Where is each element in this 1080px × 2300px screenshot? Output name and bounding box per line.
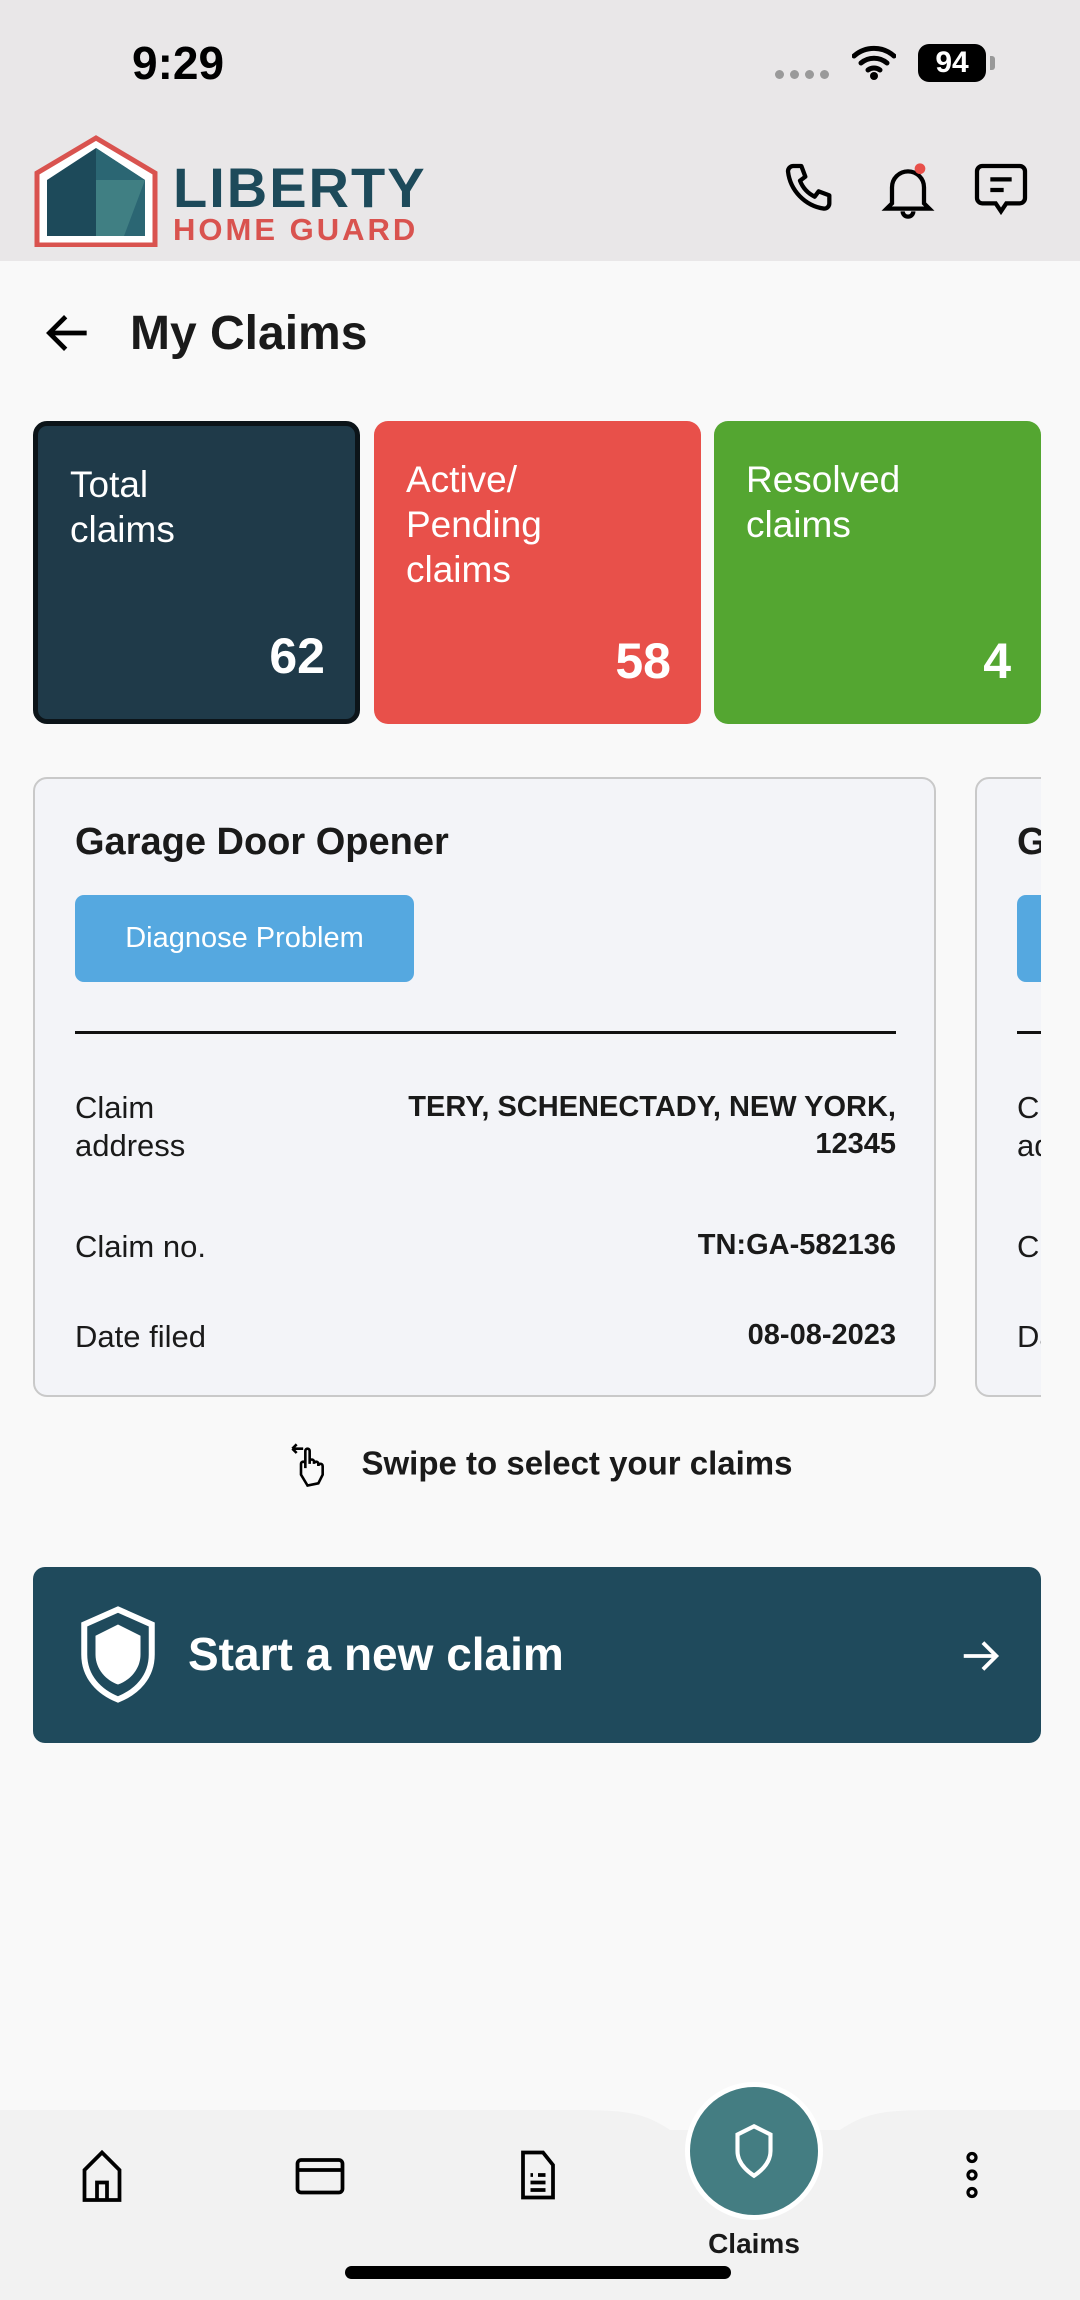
back-arrow-icon[interactable] <box>40 305 96 361</box>
claim-number-value: TN:GA-582136 <box>697 1229 896 1261</box>
stat-card-total[interactable]: Total claims 62 <box>33 421 360 724</box>
diagnose-problem-button[interactable] <box>1017 895 1041 982</box>
date-filed-label: Date filed <box>75 1319 206 1354</box>
signal-icon <box>775 70 831 79</box>
divider <box>1017 1031 1041 1034</box>
more-icon[interactable] <box>942 2145 1002 2205</box>
divider <box>75 1031 896 1034</box>
stat-label: Total claims <box>70 464 175 550</box>
nav-claims-button[interactable] <box>685 2082 823 2220</box>
start-new-claim-label: Start a new claim <box>188 1628 564 1680</box>
claim-card[interactable]: Garage Door Opener Diagnose Problem Clai… <box>33 777 936 1397</box>
claim-number-label: Claim no. <box>75 1229 206 1264</box>
swipe-hint: Swipe to select your claims <box>0 1440 1080 1492</box>
battery-indicator: 94 <box>918 44 986 82</box>
diagnose-problem-button[interactable]: Diagnose Problem <box>75 895 414 982</box>
claims-carousel[interactable]: Garage Door Opener Diagnose Problem Clai… <box>33 775 1041 1400</box>
start-new-claim-button[interactable]: Start a new claim <box>33 1567 1041 1743</box>
stat-card-active[interactable]: Active/ Pending claims 58 <box>374 421 701 724</box>
wifi-icon <box>852 45 896 80</box>
shield-icon <box>735 2123 773 2179</box>
date-filed-value: 08-08-2023 <box>747 1319 896 1351</box>
header-bar <box>0 0 1080 261</box>
date-filed-label: Date filed <box>1017 1319 1041 1354</box>
phone-icon[interactable] <box>780 158 844 222</box>
stat-label: Resolved claims <box>746 459 901 545</box>
claim-card[interactable]: G Claim address Claim no. Date filed <box>975 777 1041 1397</box>
claim-address-label: Claim address <box>1017 1090 1041 1163</box>
logo-text: LIBERTY <box>173 156 427 219</box>
logo-subtext: HOME GUARD <box>173 212 419 247</box>
stat-label: Active/ Pending claims <box>406 459 542 590</box>
bell-icon[interactable] <box>876 158 940 222</box>
nav-claims-label: Claims <box>708 2228 800 2259</box>
status-time: 9:29 <box>132 37 225 89</box>
page-title: My Claims <box>130 307 368 360</box>
claim-number-label: Claim no. <box>1017 1229 1041 1264</box>
claim-address-label: Claim address <box>75 1090 186 1163</box>
claim-address-value: TERY, SCHENECTADY, NEW YORK, 12345 <box>408 1091 896 1160</box>
home-icon[interactable] <box>72 2145 132 2205</box>
liberty-logo-icon <box>34 135 158 247</box>
document-icon[interactable] <box>508 2145 568 2205</box>
card-icon[interactable] <box>290 2145 350 2205</box>
stat-card-resolved[interactable]: Resolved claims 4 <box>714 421 1041 724</box>
home-indicator <box>345 2266 731 2279</box>
claim-title: Garage Door Opener <box>75 821 449 863</box>
swipe-hand-icon <box>290 1443 324 1487</box>
chat-icon[interactable] <box>969 158 1033 222</box>
arrow-right-icon <box>963 1641 1000 1671</box>
stat-value: 58 <box>615 633 671 689</box>
stat-value: 4 <box>983 633 1011 689</box>
swipe-hint-text: Swipe to select your claims <box>361 1444 793 1482</box>
stat-value: 62 <box>269 628 325 684</box>
shield-icon <box>81 1606 155 1703</box>
battery-cap <box>990 56 995 70</box>
claim-title: G <box>1017 821 1041 863</box>
